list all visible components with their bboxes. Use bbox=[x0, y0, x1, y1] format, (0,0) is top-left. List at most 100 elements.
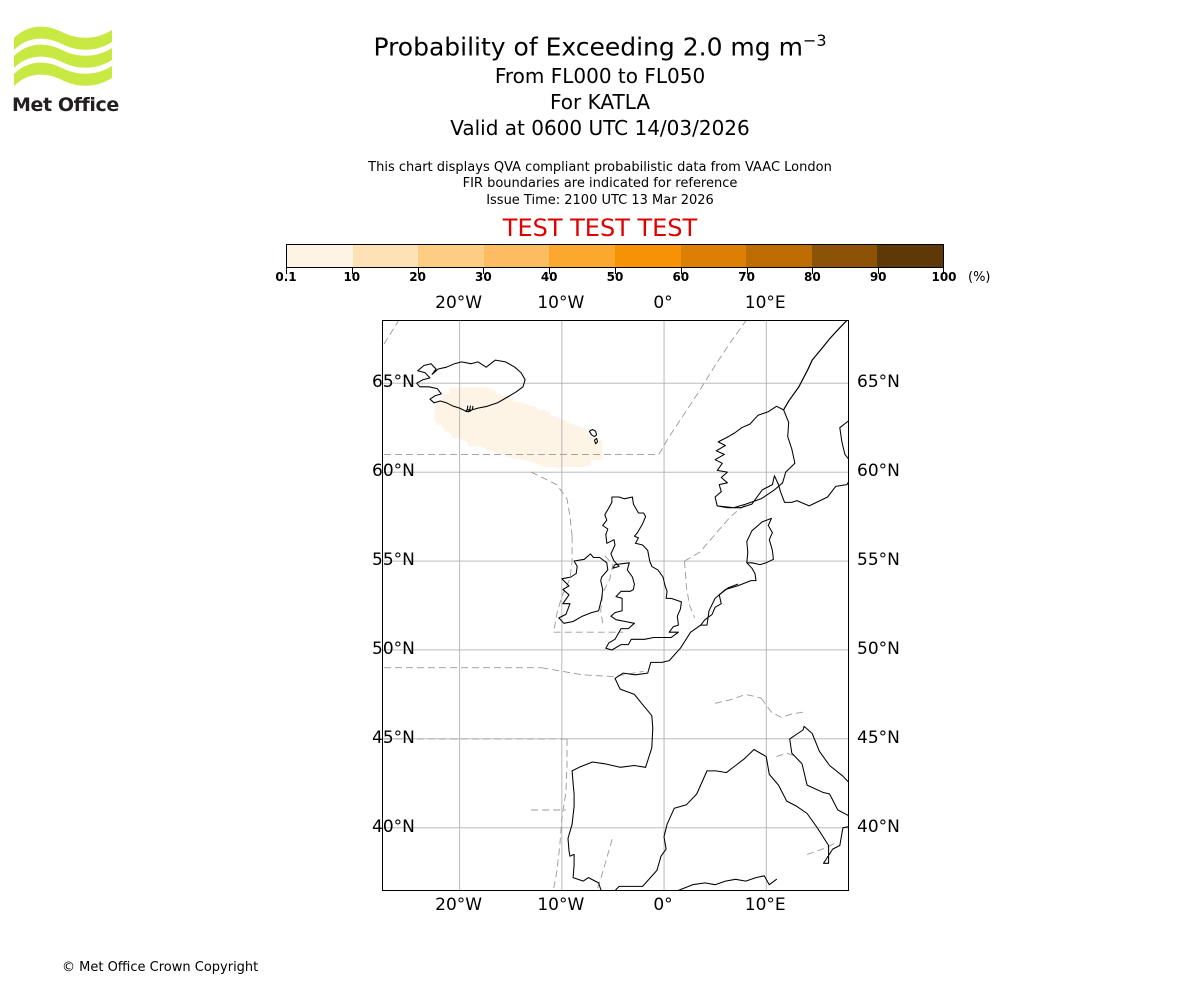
fir-irish-sea bbox=[600, 555, 614, 624]
plume-cell bbox=[452, 419, 461, 427]
plume-cell bbox=[498, 407, 507, 415]
plume-cell bbox=[452, 412, 461, 420]
plume-cell bbox=[528, 442, 537, 450]
plume-cell bbox=[543, 455, 552, 463]
colorbar-tick-label-8: 80 bbox=[804, 270, 821, 284]
plume-cell bbox=[563, 433, 572, 441]
plume-cell bbox=[594, 439, 603, 447]
colorbar-tick-3 bbox=[483, 268, 485, 274]
fir-iceland-nw bbox=[383, 321, 399, 345]
europe-atlantic-north-coast bbox=[614, 562, 757, 768]
note-fir-boundaries: FIR boundaries are indicated for referen… bbox=[462, 176, 738, 191]
plume-cell bbox=[540, 443, 549, 451]
plume-cell bbox=[461, 393, 471, 401]
plume-cell bbox=[559, 458, 568, 466]
colorbar-band-1 bbox=[352, 245, 419, 267]
plume-cell bbox=[578, 453, 588, 461]
lat-label-right-3: 50°N bbox=[857, 638, 900, 659]
plume-cell bbox=[498, 447, 507, 455]
plume-cell bbox=[499, 426, 508, 434]
colorbar-tick-4 bbox=[549, 268, 551, 274]
plume-cell bbox=[516, 431, 525, 439]
plume-cell bbox=[511, 447, 520, 455]
plume-cell bbox=[479, 419, 488, 427]
plume-cell bbox=[442, 394, 451, 402]
fir-shanwick-w bbox=[553, 536, 573, 633]
plume-cell bbox=[539, 458, 548, 466]
plume-cell bbox=[578, 446, 588, 454]
lon-label-top-2: 0° bbox=[653, 293, 673, 313]
plume-cell bbox=[491, 423, 500, 431]
plume-cell bbox=[451, 431, 460, 439]
plume-cell bbox=[487, 421, 496, 430]
colorbar-tick-label-3: 30 bbox=[475, 270, 492, 284]
plume-cell bbox=[499, 439, 508, 447]
plume-cell bbox=[548, 439, 557, 447]
plume-cell bbox=[460, 406, 469, 414]
colorbar-tick-9 bbox=[878, 268, 880, 274]
plume-cell bbox=[452, 426, 461, 434]
ireland-coast bbox=[558, 553, 609, 624]
lon-label-bottom-1: 10°W bbox=[537, 895, 585, 915]
met-office-logo: Met Office bbox=[12, 22, 122, 117]
fir-north-sea-e bbox=[684, 560, 696, 619]
plume-cell bbox=[467, 428, 476, 436]
plume-cell bbox=[536, 449, 545, 457]
colorbar-tick-8 bbox=[812, 268, 814, 274]
iceland-inlet-1 bbox=[466, 405, 469, 410]
plume-cell bbox=[436, 404, 445, 412]
plume-cell bbox=[444, 424, 453, 432]
plume-cell bbox=[544, 445, 553, 453]
plume-cell bbox=[507, 419, 516, 427]
lat-label-right-1: 60°N bbox=[857, 461, 900, 482]
plume-cell bbox=[512, 437, 521, 445]
colorbar-tick-label-10: 100 bbox=[931, 270, 957, 284]
plume-cell bbox=[515, 449, 524, 457]
plume-cell bbox=[531, 447, 541, 455]
plume-cell bbox=[544, 451, 553, 459]
plume-cell bbox=[446, 420, 455, 428]
plume-cell bbox=[523, 451, 532, 459]
ash-plume-layer bbox=[434, 387, 603, 469]
plume-cell bbox=[563, 439, 572, 447]
north-africa-coast bbox=[677, 875, 778, 890]
plume-cell bbox=[507, 435, 517, 443]
iceland-inlet-3 bbox=[471, 405, 474, 410]
plume-cell bbox=[475, 431, 484, 439]
plume-cell bbox=[460, 432, 469, 440]
plume-cell bbox=[446, 413, 455, 421]
plume-cell bbox=[482, 401, 491, 409]
met-office-wave-icon bbox=[14, 26, 112, 86]
plume-cell bbox=[436, 411, 445, 419]
lon-label-bottom-3: 10°E bbox=[744, 895, 786, 915]
plume-cell bbox=[503, 418, 512, 426]
plume-cell bbox=[520, 440, 529, 448]
plume-cell bbox=[487, 428, 496, 436]
plume-cell bbox=[491, 413, 500, 421]
lon-label-top-3: 10°E bbox=[744, 293, 786, 313]
plume-cell bbox=[531, 434, 541, 442]
colorbar-tick-10 bbox=[943, 268, 944, 274]
plume-cell bbox=[499, 416, 508, 424]
norway-north-coast bbox=[783, 321, 848, 411]
plume-cell bbox=[462, 413, 472, 421]
plume-cell bbox=[531, 454, 541, 462]
lat-label-right-2: 55°N bbox=[857, 550, 900, 571]
plume-cell bbox=[479, 432, 488, 440]
fir-sicily bbox=[806, 841, 838, 855]
colorbar-tick-label-5: 50 bbox=[606, 270, 624, 284]
netherlands-coast bbox=[700, 583, 739, 626]
plume-cell bbox=[586, 439, 595, 447]
plume-cell bbox=[548, 446, 557, 454]
plume-cell bbox=[468, 399, 477, 407]
title-flight-levels: From FL000 to FL050 bbox=[494, 64, 706, 88]
plume-cell bbox=[527, 446, 536, 454]
plume-cell bbox=[475, 399, 484, 407]
plume-cell bbox=[540, 437, 549, 445]
plume-cell bbox=[535, 417, 544, 425]
plume-cell bbox=[586, 453, 595, 461]
plume-cell bbox=[551, 458, 560, 466]
colorbar-unit-label: (%) bbox=[968, 270, 991, 285]
colorbar-tick-7 bbox=[746, 268, 748, 274]
italy-adriatic-coast bbox=[706, 725, 848, 864]
